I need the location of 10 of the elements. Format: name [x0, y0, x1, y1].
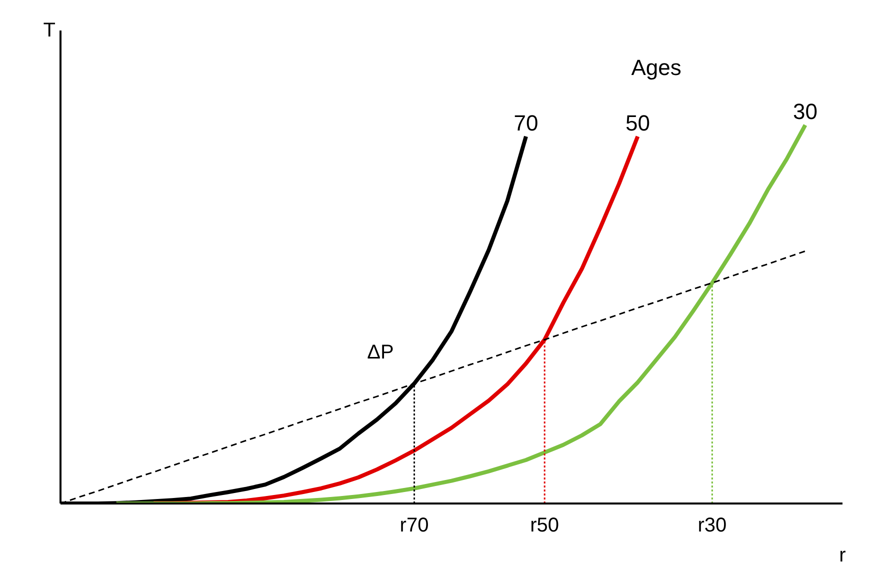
x-tick-label: r50	[530, 514, 560, 536]
series-label: 70	[514, 110, 538, 136]
series-label: 50	[625, 110, 650, 136]
x-tick-label: r70	[400, 514, 429, 536]
legend-title: Ages	[631, 55, 682, 80]
y-axis-title: T	[43, 20, 56, 42]
annotation: ΔP	[367, 342, 394, 364]
series-label: 30	[793, 99, 818, 124]
x-axis-title: r	[839, 544, 846, 566]
x-tick-label: r30	[698, 514, 727, 536]
